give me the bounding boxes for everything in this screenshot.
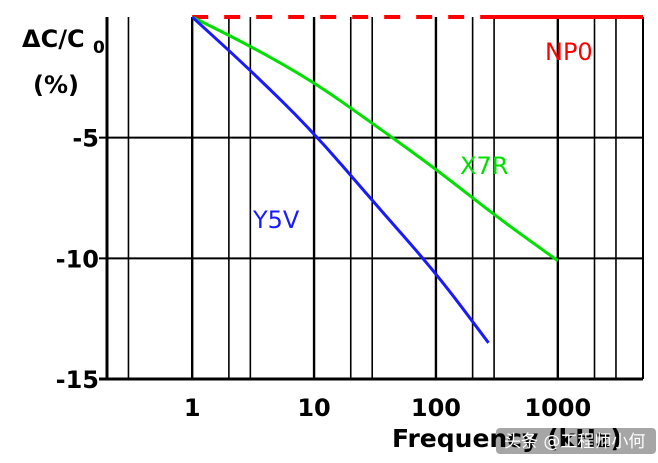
- series-layer: [191, 15, 644, 344]
- series-labels: NP0 X7R Y5V: [252, 38, 593, 234]
- series-label-y5v: Y5V: [252, 206, 300, 234]
- x-tick-label: 10: [297, 394, 330, 422]
- watermark-backdrop: [496, 428, 656, 454]
- series-label-x7r: X7R: [460, 152, 508, 180]
- series-label-np0: NP0: [545, 38, 593, 66]
- x-tick-label: 100: [411, 394, 461, 422]
- x-tick-label: 1000: [524, 394, 591, 422]
- grid: [99, 17, 643, 379]
- y-axis-label-subscript: 0: [93, 38, 105, 58]
- y-axis-unit: (%): [33, 71, 79, 99]
- watermark: 头条 @工程师小何: [504, 432, 645, 452]
- series-y5v-line: [191, 15, 490, 344]
- y-axis-label: ΔC/C 0: [22, 25, 105, 58]
- y-axis-label-main: ΔC/C: [22, 25, 85, 53]
- y-tick-label: -5: [72, 125, 99, 153]
- y-tick-label: -10: [56, 245, 99, 273]
- series-x7r-line: [191, 15, 559, 262]
- x-axis-label: Frequency (kHz): [392, 424, 622, 453]
- x-tick-label: 1: [184, 394, 201, 422]
- plot-frame: [99, 17, 644, 381]
- y-tick-label: -15: [56, 366, 99, 394]
- tick-labels: -5 -10 -15 1 10 100 1000: [56, 125, 592, 422]
